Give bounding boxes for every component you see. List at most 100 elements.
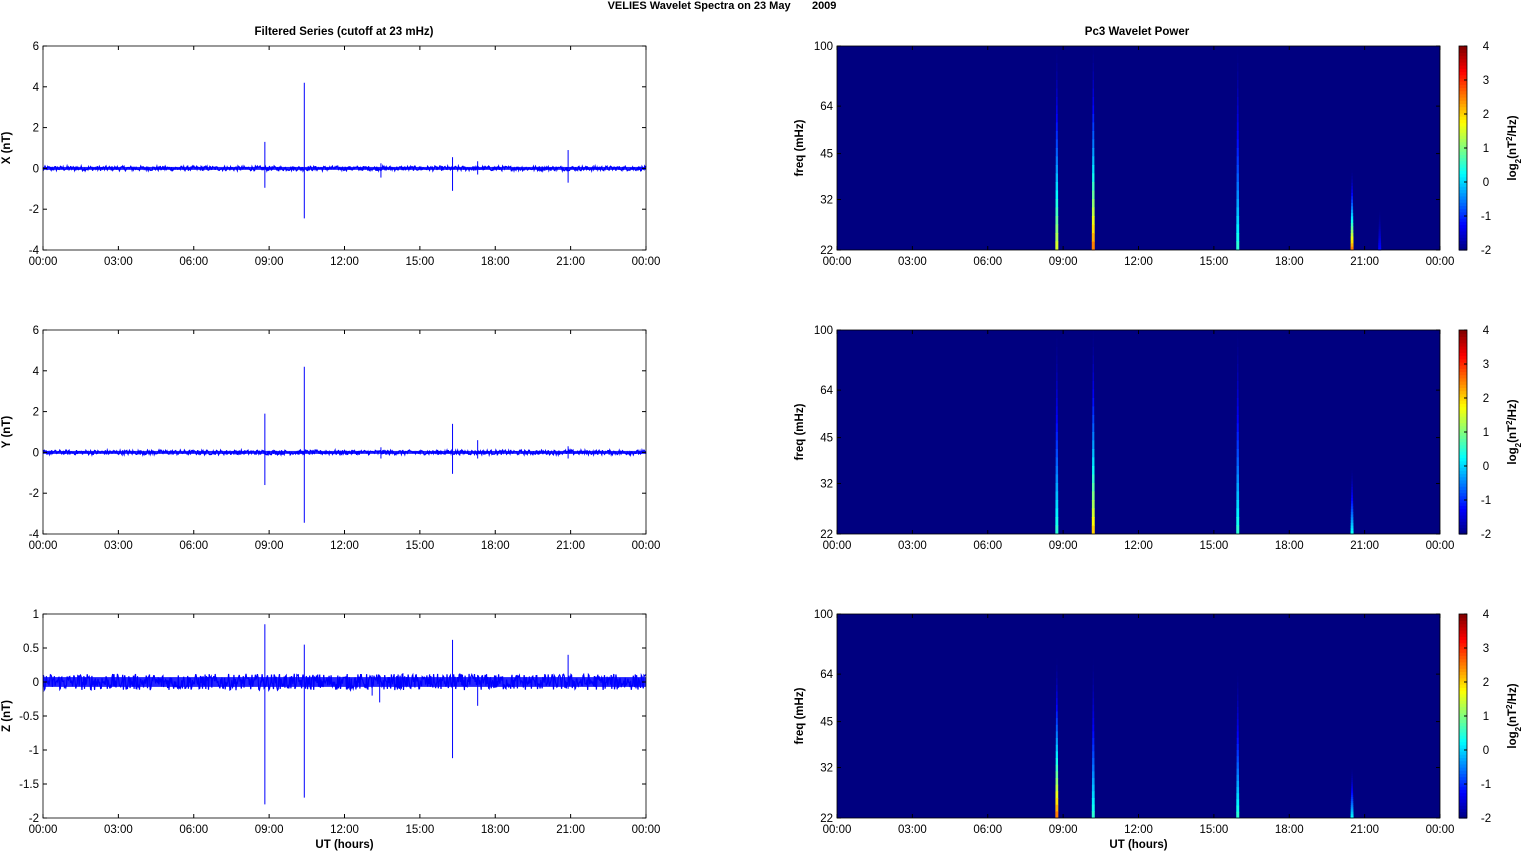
x-tick-label-0-1: 03:00 [104, 256, 133, 268]
x-tick-label-0-3: 09:00 [255, 256, 284, 268]
x-tick-label-4-3: 09:00 [255, 824, 284, 836]
x-tick-label-2-8: 00:00 [632, 540, 661, 552]
x-tick-label-3-6: 18:00 [1275, 540, 1304, 552]
colorbar-tick-label-5-3: 1 [1483, 711, 1489, 723]
x-tick-label-5-1: 03:00 [898, 824, 927, 836]
heatmap-background-3 [837, 330, 1440, 534]
x-tick-label-1-3: 09:00 [1049, 256, 1078, 268]
heatmap-event-5-2 [1236, 669, 1240, 819]
x-tick-label-0-7: 21:00 [556, 256, 585, 268]
x-axis-label-4: UT (hours) [315, 839, 373, 851]
x-tick-label-5-7: 21:00 [1350, 824, 1379, 836]
y-tick-label-0-2: 0 [33, 163, 39, 175]
colorbar-label-1: log2(nT2/Hz) [1505, 115, 1523, 180]
x-tick-label-1-4: 12:00 [1124, 256, 1153, 268]
x-tick-label-1-0: 00:00 [823, 256, 852, 268]
line-panel-0: -4 -2 0 2 4 6 00:00 03:00 06:00 09:00 12:00 15:00 18… [1, 41, 660, 268]
y-tick-label-4-1: -1.5 [19, 779, 39, 791]
heatmap-event-1-0 [1055, 46, 1059, 251]
x-tick-label-2-1: 03:00 [104, 540, 133, 552]
x-tick-label-3-4: 12:00 [1124, 540, 1153, 552]
x-tick-label-0-5: 15:00 [405, 256, 434, 268]
heatmap-event-3-3 [1350, 467, 1354, 535]
x-tick-label-1-6: 18:00 [1275, 256, 1304, 268]
colorbar-5: -2 -1 0 1 2 3 4 log2(nT2/Hz) [1458, 609, 1523, 825]
freq-tick-label-1-2: 45 [820, 149, 833, 161]
freq-tick-label-1-4: 100 [814, 41, 833, 53]
y-tick-label-4-6: 1 [33, 609, 39, 621]
x-tick-label-2-6: 18:00 [481, 540, 510, 552]
freq-tick-label-1-1: 32 [820, 195, 833, 207]
x-tick-label-5-6: 18:00 [1275, 824, 1304, 836]
freq-tick-label-5-4: 100 [814, 609, 833, 621]
colorbar-tick-label-1-6: 4 [1483, 41, 1490, 53]
series-band-4 [43, 677, 646, 687]
x-tick-label-3-5: 15:00 [1199, 540, 1228, 552]
plot-area-4 [43, 614, 646, 818]
line-panel-2: -4 -2 0 2 4 6 00:00 03:00 06:00 09:00 12:00 15:00 18… [1, 325, 660, 552]
colorbar-label-5: log2(nT2/Hz) [1505, 683, 1523, 748]
x-axis-label-5: UT (hours) [1109, 839, 1167, 851]
colorbar-tick-label-1-2: 0 [1483, 177, 1489, 189]
freq-tick-label-3-4: 100 [814, 325, 833, 337]
x-tick-label-4-4: 12:00 [330, 824, 359, 836]
freq-tick-label-5-1: 32 [820, 763, 833, 775]
freq-tick-label-5-2: 45 [820, 717, 833, 729]
x-tick-label-2-4: 12:00 [330, 540, 359, 552]
heatmap-event-3-2 [1236, 330, 1240, 535]
heatmap-background-5 [837, 614, 1440, 818]
freq-tick-label-3-1: 32 [820, 479, 833, 491]
colorbar-tick-label-1-5: 3 [1483, 75, 1489, 87]
x-tick-label-4-6: 18:00 [481, 824, 510, 836]
freq-tick-label-3-2: 45 [820, 433, 833, 445]
x-tick-label-3-1: 03:00 [898, 540, 927, 552]
colorbar-tick-label-3-6: 4 [1483, 325, 1490, 337]
x-tick-label-1-5: 15:00 [1199, 256, 1228, 268]
y-tick-label-0-4: 4 [33, 82, 40, 94]
right-column-title: Pc3 Wavelet Power [1085, 26, 1190, 38]
series-band-0 [43, 166, 646, 170]
x-tick-label-0-6: 18:00 [481, 256, 510, 268]
x-tick-label-5-4: 12:00 [1124, 824, 1153, 836]
y-tick-label-2-3: 2 [33, 407, 39, 419]
x-tick-label-3-0: 00:00 [823, 540, 852, 552]
x-tick-label-3-3: 09:00 [1049, 540, 1078, 552]
colorbar-tick-label-3-1: -1 [1481, 495, 1491, 507]
heatmap-event-1-1 [1091, 46, 1095, 251]
y-tick-label-4-2: -1 [29, 745, 39, 757]
y-axis-label-1: freq (mHz) [794, 119, 806, 176]
colorbar-tick-label-3-3: 1 [1483, 427, 1489, 439]
x-tick-label-0-8: 00:00 [632, 256, 661, 268]
colorbar-label-3: log2(nT2/Hz) [1505, 399, 1523, 464]
y-axis-label-4: Z (nT) [1, 700, 13, 732]
y-tick-label-2-5: 6 [33, 325, 39, 337]
colorbar-tick-label-5-6: 4 [1483, 609, 1490, 621]
colorbar-tick-label-1-3: 1 [1483, 143, 1489, 155]
heatmap-event-1-3 [1350, 169, 1354, 251]
plot-area-2 [43, 330, 646, 534]
figure-title: VELIES Wavelet Spectra on 23 May 2009 [608, 0, 837, 12]
x-tick-label-2-5: 15:00 [405, 540, 434, 552]
y-tick-label-4-4: 0 [33, 677, 39, 689]
colorbar-tick-label-5-0: -2 [1481, 813, 1491, 825]
x-tick-label-0-2: 06:00 [179, 256, 208, 268]
x-tick-label-5-5: 15:00 [1199, 824, 1228, 836]
x-tick-label-5-8: 00:00 [1426, 824, 1455, 836]
heatmap-event-5-1 [1091, 658, 1095, 819]
colorbar-tick-label-3-5: 3 [1483, 359, 1489, 371]
x-tick-label-4-5: 15:00 [405, 824, 434, 836]
heatmap-event-1-4 [1378, 208, 1382, 251]
colorbar-tick-label-3-2: 0 [1483, 461, 1489, 473]
x-tick-label-4-7: 21:00 [556, 824, 585, 836]
x-tick-label-4-0: 00:00 [29, 824, 58, 836]
y-axis-label-3: freq (mHz) [794, 403, 806, 460]
x-tick-label-5-2: 06:00 [973, 824, 1002, 836]
colorbar-3: -2 -1 0 1 2 3 4 log2(nT2/Hz) [1458, 325, 1523, 541]
left-column-title: Filtered Series (cutoff at 23 mHz) [255, 26, 434, 38]
colorbar-tick-label-3-4: 2 [1483, 393, 1489, 405]
y-tick-label-0-0: -4 [29, 245, 40, 257]
